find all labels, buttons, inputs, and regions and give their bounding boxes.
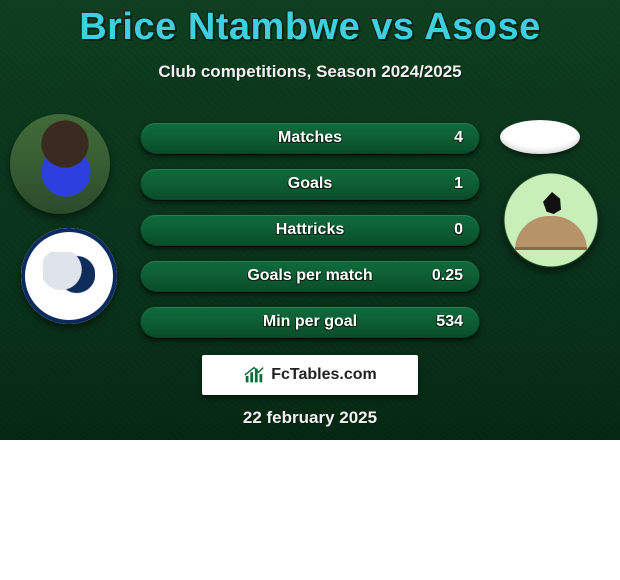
stats-list: Matches 4 Goals 1 Hattricks 0 Goals per match 0… [140,122,480,352]
stat-label: Matches [278,129,342,147]
page-title: Brice Ntambwe vs Asose [0,6,620,49]
stat-value-right: 4 [454,129,463,147]
source-badge: FcTables.com [202,355,418,395]
stat-value-right: 534 [436,313,463,331]
player2-club-crest [503,172,599,268]
stat-value-right: 0.25 [432,267,463,285]
stat-label: Goals per match [247,267,372,285]
stat-row: Goals per match 0.25 [140,260,480,292]
player2-avatar [500,120,580,154]
player1-club-crest [21,228,117,324]
stat-value-right: 1 [454,175,463,193]
page-subtitle: Club competitions, Season 2024/2025 [0,62,620,82]
stat-row: Goals 1 [140,168,480,200]
footer-date: 22 february 2025 [0,408,620,428]
stat-value-right: 0 [454,221,463,239]
stat-label: Min per goal [263,313,357,331]
stat-row: Min per goal 534 [140,306,480,338]
player1-avatar [10,114,110,214]
stat-label: Goals [288,175,332,193]
barchart-icon [243,364,265,386]
stat-row: Hattricks 0 [140,214,480,246]
stat-row: Matches 4 [140,122,480,154]
stat-label: Hattricks [276,221,344,239]
source-badge-text: FcTables.com [271,366,377,384]
